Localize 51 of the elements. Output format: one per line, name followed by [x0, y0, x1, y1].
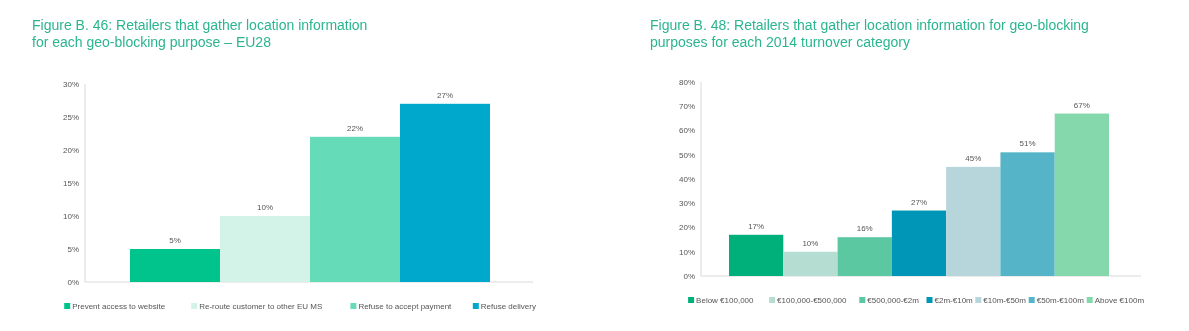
y-tick-label: 20%	[62, 145, 79, 155]
legend-label: €50m-€100m	[1036, 296, 1085, 305]
legend-label: Above €100m	[1094, 296, 1145, 305]
data-label: 51%	[1019, 139, 1036, 149]
legend-label: €2m-€10m	[934, 296, 974, 305]
bar	[1000, 152, 1055, 276]
data-label: 17%	[748, 221, 765, 231]
data-label: 10%	[256, 203, 274, 212]
bar	[837, 237, 892, 276]
y-tick-label: 20%	[678, 223, 695, 233]
y-tick-label: 60%	[678, 126, 695, 136]
legend-label: Prevent access to website	[72, 302, 166, 311]
data-label: 5%	[169, 236, 181, 245]
legend-label: Re-route customer to other EU MS	[199, 302, 323, 311]
data-label: 45%	[965, 153, 982, 163]
legend-label: €10m-€50m	[983, 296, 1027, 305]
legend-label: Refuse delivery	[480, 302, 536, 311]
y-tick-label: 10%	[678, 247, 695, 257]
chart-title: Figure B. 46: Retailers that gather location information for each geo-blocking purpose – EU28	[32, 17, 368, 50]
y-tick-label: 5%	[67, 244, 79, 254]
data-label: 10%	[802, 238, 819, 248]
y-tick-label: 40%	[678, 174, 695, 184]
data-label: 27%	[436, 90, 454, 100]
bar	[130, 249, 220, 282]
legend-label: Refuse to accept payment	[358, 302, 453, 311]
y-tick-label: 10%	[62, 211, 79, 221]
bar	[1054, 113, 1109, 276]
y-tick-label: 50%	[678, 150, 695, 160]
bar	[729, 234, 784, 276]
bar	[310, 136, 400, 282]
bar	[891, 210, 947, 276]
y-tick-label: 0%	[683, 271, 695, 281]
chart-title: Figure B. 48: Retailers that gather location information for geo-blocking purposes for each 2014 turnover category	[650, 17, 1089, 50]
y-tick-label: 0%	[67, 277, 79, 287]
y-tick-label: 30%	[62, 79, 79, 89]
y-tick-label: 25%	[62, 112, 79, 122]
data-label: 67%	[1073, 100, 1090, 110]
y-tick-label: 15%	[62, 178, 79, 188]
legend-label: Below €100,000	[696, 296, 755, 305]
bar	[220, 216, 310, 282]
legend-label: €500,000-€2m	[867, 296, 920, 305]
legend-label: €100,000-€500,000	[777, 296, 848, 305]
y-tick-label: 80%	[678, 77, 695, 87]
data-label: 27%	[910, 197, 928, 207]
bar	[946, 166, 1001, 276]
y-tick-label: 30%	[678, 199, 695, 209]
data-label: 16%	[856, 224, 873, 234]
data-label: 22%	[346, 123, 364, 133]
bar	[400, 103, 490, 282]
bar	[783, 251, 838, 276]
y-tick-label: 70%	[678, 102, 695, 112]
